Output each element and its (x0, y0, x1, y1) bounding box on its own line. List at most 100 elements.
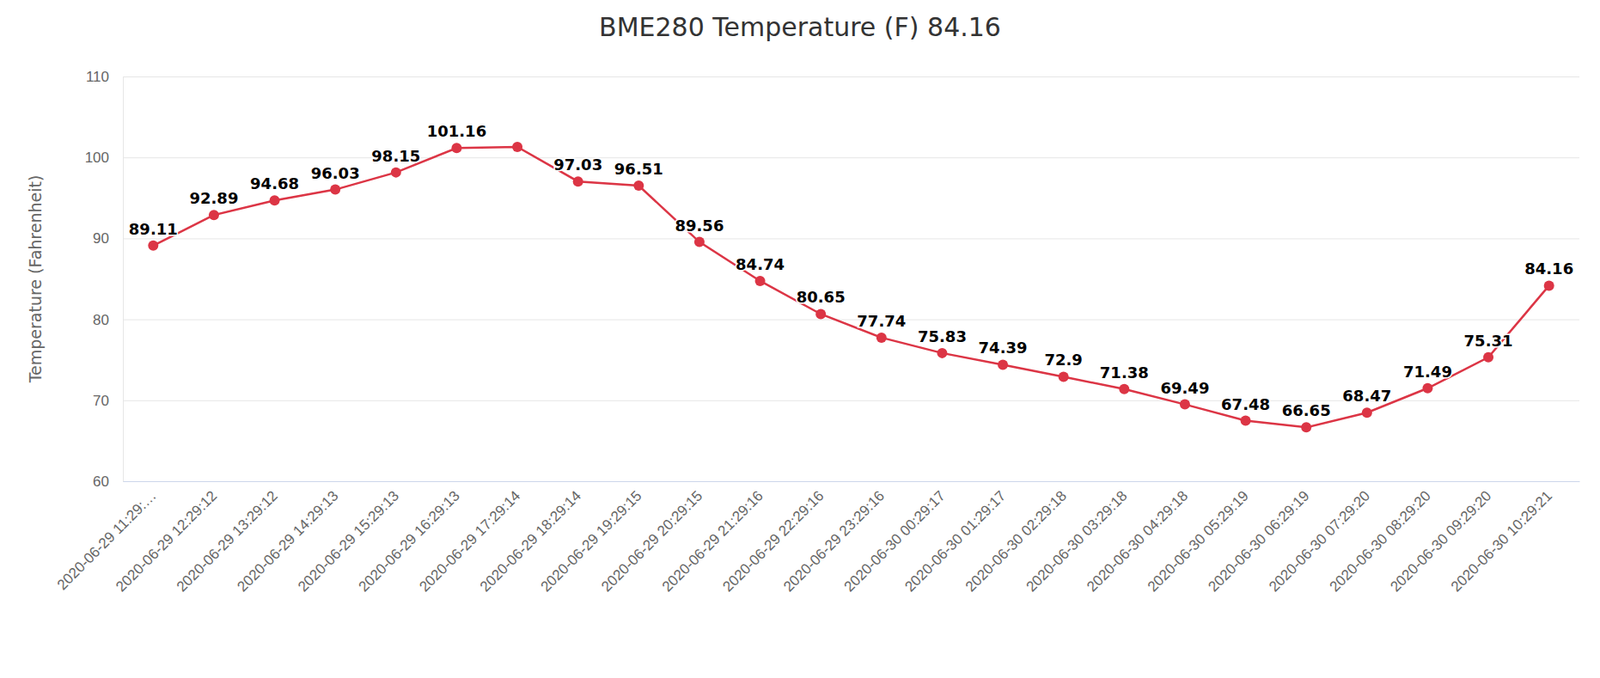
point (997, 359, 1008, 370)
point (876, 332, 887, 343)
x-tick: 2020-06-29 15:29:13 (294, 487, 403, 595)
background (0, 0, 1600, 678)
x-tick: 2020-06-29 16:29:13 (355, 487, 464, 595)
data-label: 80.65 (796, 287, 846, 306)
data-label: 75.31 (1464, 331, 1514, 350)
x-tick: 2020-06-29 18:29:14 (476, 487, 585, 595)
x-tick-label: 2020-06-29 22:29:16 (719, 487, 827, 595)
point (1179, 399, 1191, 410)
y-tick-label: 90 (92, 230, 110, 247)
point (633, 180, 644, 191)
x-tick-label: 2020-06-29 20:29:15 (598, 487, 706, 595)
x-tick: 2020-06-29 21:29:16 (659, 487, 767, 595)
x-tick: 2020-06-29 23:29:16 (780, 487, 888, 595)
point (147, 240, 159, 251)
x-tick-label: 2020-06-29 21:29:16 (659, 487, 767, 595)
point (329, 184, 341, 196)
y-tick: 60 (92, 473, 1580, 490)
point (451, 142, 462, 153)
y-tick-label: 100 (85, 149, 110, 166)
x-tick-label: 2020-06-30 05:29:19 (1144, 487, 1252, 595)
data-label: 96.03 (311, 164, 361, 183)
data-label: 94.68 (250, 174, 300, 193)
data-label: 89.11 (128, 219, 178, 239)
x-tick: 2020-06-30 00:29:17 (841, 487, 949, 595)
point (694, 237, 705, 248)
data-label: 71.38 (1099, 363, 1149, 382)
x-tick-label: 2020-06-29 15:29:13 (294, 487, 403, 595)
plot-area: 607080901001102020-06-29 11:29:…2020-06-… (54, 68, 1581, 596)
x-tick-label: 2020-06-30 03:29:18 (1023, 487, 1131, 595)
x-axis: 2020-06-29 11:29:…2020-06-29 12:29:12202… (54, 482, 1581, 596)
x-tick: 2020-06-30 01:29:17 (901, 487, 1009, 595)
x-tick-label: 2020-06-30 02:29:18 (962, 487, 1070, 595)
x-tick: 2020-06-30 04:29:18 (1083, 487, 1191, 595)
x-tick: 2020-06-30 09:29:20 (1386, 487, 1495, 595)
point (1422, 383, 1433, 394)
x-tick: 2020-06-29 22:29:16 (719, 487, 827, 595)
grid-line (122, 76, 1580, 78)
x-tick: 2020-06-30 07:29:20 (1265, 487, 1374, 595)
point (815, 308, 826, 319)
point (512, 141, 523, 153)
point (936, 348, 947, 359)
point (1483, 352, 1494, 363)
point (1300, 421, 1312, 433)
y-axis: 60 70 80 90 100 110 (85, 68, 1580, 490)
point (1240, 415, 1252, 427)
x-tick-label: 2020-06-29 13:29:12 (173, 487, 281, 595)
data-labels: 89.11 92.89 94.68 96.03 98.15 101.16 97.03 96.5… (128, 122, 1574, 420)
x-tick: 2020-06-29 11:29:… (54, 487, 160, 593)
point (1118, 384, 1130, 395)
grid-line (122, 319, 1580, 321)
x-tick-label: 2020-06-29 23:29:16 (780, 487, 888, 595)
series-line (152, 146, 1549, 428)
data-label: 84.16 (1524, 259, 1574, 278)
x-tick-label: 2020-06-29 19:29:15 (537, 487, 646, 595)
data-label: 74.39 (978, 338, 1028, 357)
y-tick: 100 (85, 149, 1580, 166)
x-tick: 2020-06-29 14:29:13 (233, 487, 342, 595)
grid-line (122, 238, 1580, 239)
data-label: 72.9 (1044, 350, 1082, 369)
y-tick-label: 60 (92, 473, 110, 490)
y-tick-label: 70 (92, 392, 110, 410)
data-label: 84.74 (735, 255, 785, 274)
y-axis-title: Temperature (Fahrenheit) (25, 175, 45, 385)
grid-line (122, 481, 1580, 483)
point (390, 167, 402, 178)
x-tick: 2020-06-29 12:29:12 (112, 487, 220, 595)
x-tick-label: 2020-06-29 11:29:… (54, 487, 160, 593)
data-label: 98.15 (371, 146, 421, 165)
chart: 607080901001102020-06-29 11:29:…2020-06-… (0, 0, 1600, 678)
point (1361, 407, 1373, 418)
data-label: 101.16 (427, 122, 487, 141)
data-label: 97.03 (553, 155, 603, 174)
y-tick-label: 110 (85, 68, 110, 86)
x-tick: 2020-06-30 06:29:19 (1204, 487, 1313, 595)
x-tick: 2020-06-29 17:29:14 (415, 487, 524, 595)
data-label: 69.49 (1160, 378, 1210, 397)
x-tick-label: 2020-06-29 17:29:14 (415, 487, 524, 595)
x-tick-label: 2020-06-30 01:29:17 (901, 487, 1009, 595)
x-tick-label: 2020-06-29 12:29:12 (112, 487, 220, 595)
y-tick: 90 (92, 230, 1580, 247)
data-label: 92.89 (189, 189, 239, 208)
point (208, 209, 220, 220)
data-label: 71.49 (1403, 362, 1453, 381)
y-tick-label: 80 (92, 311, 110, 329)
marks (147, 141, 1554, 433)
x-tick: 2020-06-30 10:29:21 (1447, 487, 1556, 595)
x-tick-label: 2020-06-30 09:29:20 (1386, 487, 1495, 595)
grid-line (122, 157, 1580, 159)
x-tick-label: 2020-06-29 18:29:14 (476, 487, 585, 595)
y-tick: 110 (85, 68, 1580, 86)
y-axis-line (123, 77, 1581, 483)
data-label: 75.83 (917, 327, 967, 346)
data-label: 96.51 (614, 159, 664, 178)
x-tick-label: 2020-06-30 10:29:21 (1447, 487, 1556, 595)
x-tick-label: 2020-06-30 06:29:19 (1204, 487, 1313, 595)
x-tick: 2020-06-29 19:29:15 (537, 487, 646, 595)
title: BME280 Temperature (F) 84.16 (598, 12, 1002, 43)
point (755, 275, 766, 287)
